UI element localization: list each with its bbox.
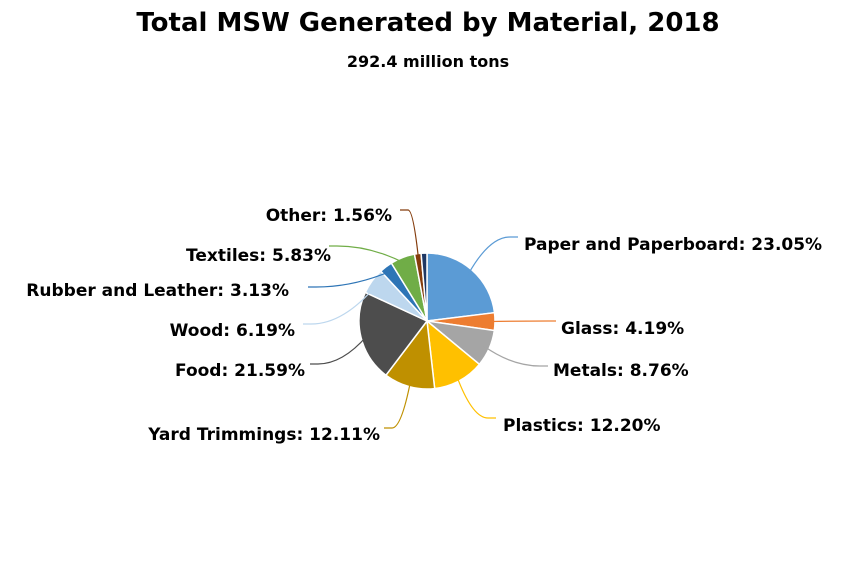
leader-line xyxy=(483,345,548,367)
leader-line xyxy=(308,271,390,288)
data-label: Plastics: 12.20% xyxy=(503,416,661,436)
data-label: Yard Trimmings: 12.11% xyxy=(147,425,380,445)
data-label: Paper and Paperboard: 23.05% xyxy=(524,235,822,255)
leader-line xyxy=(455,375,496,419)
leader-line xyxy=(384,380,412,429)
pie-slice-paper-and-paperboard xyxy=(426,252,496,322)
leader-line xyxy=(303,284,378,325)
leader-line xyxy=(400,209,420,260)
leader-line xyxy=(467,236,518,275)
data-label: Rubber and Leather: 3.13% xyxy=(26,281,289,301)
data-label: Metals: 8.76% xyxy=(553,361,689,381)
data-label: Other: 1.56% xyxy=(266,206,392,226)
leader-line xyxy=(488,320,556,323)
chart-title: Total MSW Generated by Material, 2018 xyxy=(136,8,720,38)
data-label: Glass: 4.19% xyxy=(561,319,684,339)
chart-subtitle: 292.4 million tons xyxy=(346,52,510,71)
data-label: Wood: 6.19% xyxy=(170,321,295,341)
pie-slice-unlabeled xyxy=(420,252,428,322)
data-label: Food: 21.59% xyxy=(175,361,305,381)
data-label: Textiles: 5.83% xyxy=(186,246,331,266)
leader-line xyxy=(329,245,405,264)
pie-slice-food xyxy=(358,291,429,377)
leader-line xyxy=(310,335,368,365)
